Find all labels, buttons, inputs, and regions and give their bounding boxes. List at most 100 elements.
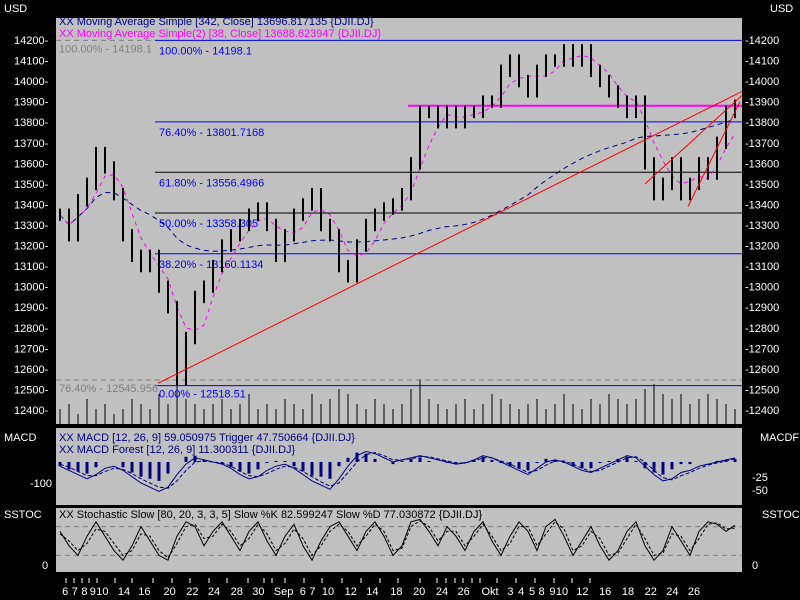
stoch-tick: 0 (42, 560, 48, 572)
macd-label: XX MACD [12, 26, 9] 59.050975 Trigger 47… (59, 432, 355, 444)
trendline (644, 95, 743, 185)
x-tick-label: 24 (666, 586, 678, 598)
x-tick-label: 26 (688, 586, 700, 598)
trigger-line (59, 452, 736, 489)
price-tick-right: -12700 (745, 343, 779, 355)
price-tick-left: 13900- (14, 97, 49, 109)
price-tick-left: 13300- (14, 220, 49, 232)
price-tick-left: 13200- (14, 241, 49, 253)
price-tick-right: -13200 (745, 241, 779, 253)
price-tick-right: -12400 (745, 405, 779, 417)
x-tick-label: 7 (72, 586, 78, 598)
x-tick-label: 22 (645, 586, 657, 598)
ghost-fib-label: 76.40% - 12545.956 (59, 383, 158, 395)
x-tick-label: 6 (62, 586, 68, 598)
x-tick-label: Okt (481, 586, 498, 598)
x-tick-label: 10 (322, 586, 334, 598)
price-tick-right: -13500 (745, 179, 779, 191)
x-tick-label: 18 (622, 586, 634, 598)
price-tick-left: 12600- (14, 364, 49, 376)
price-tick-left: 12400- (14, 405, 49, 417)
x-tick-label: Sep (274, 586, 294, 598)
price-tick-left: 12800- (14, 323, 49, 335)
price-tick-right: -13700 (745, 138, 779, 150)
price-tick-right: -13900 (745, 97, 779, 109)
x-tick-label: 4 (518, 586, 524, 598)
x-tick-label: 24 (208, 586, 220, 598)
price-tick-left: 12700- (14, 343, 49, 355)
price-tick-right: -13000 (745, 282, 779, 294)
stoch-k-line (59, 518, 736, 562)
x-tick-label: 5 (529, 586, 535, 598)
stoch-axis-title-right: SSTOC (762, 509, 800, 521)
stoch-tick-right: 0 (752, 560, 758, 572)
x-tick-label: 7 (309, 586, 315, 598)
macdf-tick: -50 (752, 485, 768, 497)
x-tick-label: 22 (186, 586, 198, 598)
x-tick-label: 14 (366, 586, 378, 598)
price-tick-right: -12900 (745, 302, 779, 314)
fibonacci-label: 38.20% - 13160.1134 (159, 259, 263, 271)
price-tick-left: 12900- (14, 302, 49, 314)
price-tick-left: 14000- (14, 76, 49, 88)
x-tick-label: 6 (300, 586, 306, 598)
ma38-line (59, 54, 736, 331)
price-panel (56, 18, 742, 424)
price-tick-right: -13100 (745, 261, 779, 273)
x-tick-label: 18 (390, 586, 402, 598)
macd-panel (56, 428, 742, 505)
stoch-axis-title: SSTOC (4, 509, 42, 521)
x-tick-label: 12 (345, 586, 357, 598)
currency-label-left: USD (4, 3, 27, 15)
price-tick-right: -12800 (745, 323, 779, 335)
fibonacci-label: 100.00% - 14198.1 (159, 45, 252, 57)
x-tick-label: 20 (413, 586, 425, 598)
x-tick-label: 30 (252, 586, 264, 598)
price-tick-left: 13500- (14, 179, 49, 191)
x-tick-label: 10 (556, 586, 568, 598)
price-tick-left: 14200- (14, 35, 49, 47)
price-tick-left: 13000- (14, 282, 49, 294)
macdf-axis-title: MACDF (760, 432, 799, 444)
stochastic-panel (56, 508, 742, 572)
fibonacci-label: 0.00% - 12518.51 (159, 389, 246, 401)
ma38-label: XX Moving Average Simple(2) [38, Close] … (59, 28, 381, 40)
fibonacci-label: 76.40% - 13801.7168 (159, 127, 264, 139)
price-tick-left: 13700- (14, 138, 49, 150)
price-tick-left: 13800- (14, 117, 49, 129)
macd-axis-title: MACD (4, 432, 36, 444)
x-tick-label: 10 (96, 586, 108, 598)
price-tick-right: -14200 (745, 35, 779, 47)
ma342-label: XX Moving Average Simple [342, Close] 13… (59, 16, 374, 28)
instrument-icon (60, 2, 69, 11)
ma342-line (59, 118, 736, 252)
price-tick-left: 12500- (14, 384, 49, 396)
x-tick-label: 9 (90, 586, 96, 598)
x-tick-label: 24 (436, 586, 448, 598)
price-tick-right: -12500 (745, 384, 779, 396)
trendline (687, 101, 741, 207)
price-tick-right: -14000 (745, 76, 779, 88)
x-tick-label: 28 (231, 586, 243, 598)
price-tick-left: 13600- (14, 158, 49, 170)
fibonacci-label: 50.00% - 13358.305 (159, 218, 258, 230)
price-tick-right: -13300 (745, 220, 779, 232)
macdf-tick: -25 (752, 472, 768, 484)
price-tick-right: -14100 (745, 56, 779, 68)
price-tick-right: -13600 (745, 158, 779, 170)
trendline (157, 90, 743, 384)
x-tick-label: 26 (457, 586, 469, 598)
price-tick-right: -12600 (745, 364, 779, 376)
x-tick-label: 20 (163, 586, 175, 598)
chart-title: Dow Jones Industrial [DJII.DJ LAST 1 Stu… (74, 3, 627, 15)
x-tick-label: 16 (138, 586, 150, 598)
macd-tick: -100 (30, 478, 52, 490)
ghost-fib-label: 100.00% - 14198.1 (59, 43, 152, 55)
price-tick-left: 13100- (14, 261, 49, 273)
x-tick-label: 3 (507, 586, 513, 598)
macd-forest-label: XX MACD Forest [12, 26, 9] 11.300311 {DJ… (59, 444, 296, 456)
x-tick-label: 14 (118, 586, 130, 598)
x-tick-label: 8 (81, 586, 87, 598)
x-tick-label: 12 (576, 586, 588, 598)
